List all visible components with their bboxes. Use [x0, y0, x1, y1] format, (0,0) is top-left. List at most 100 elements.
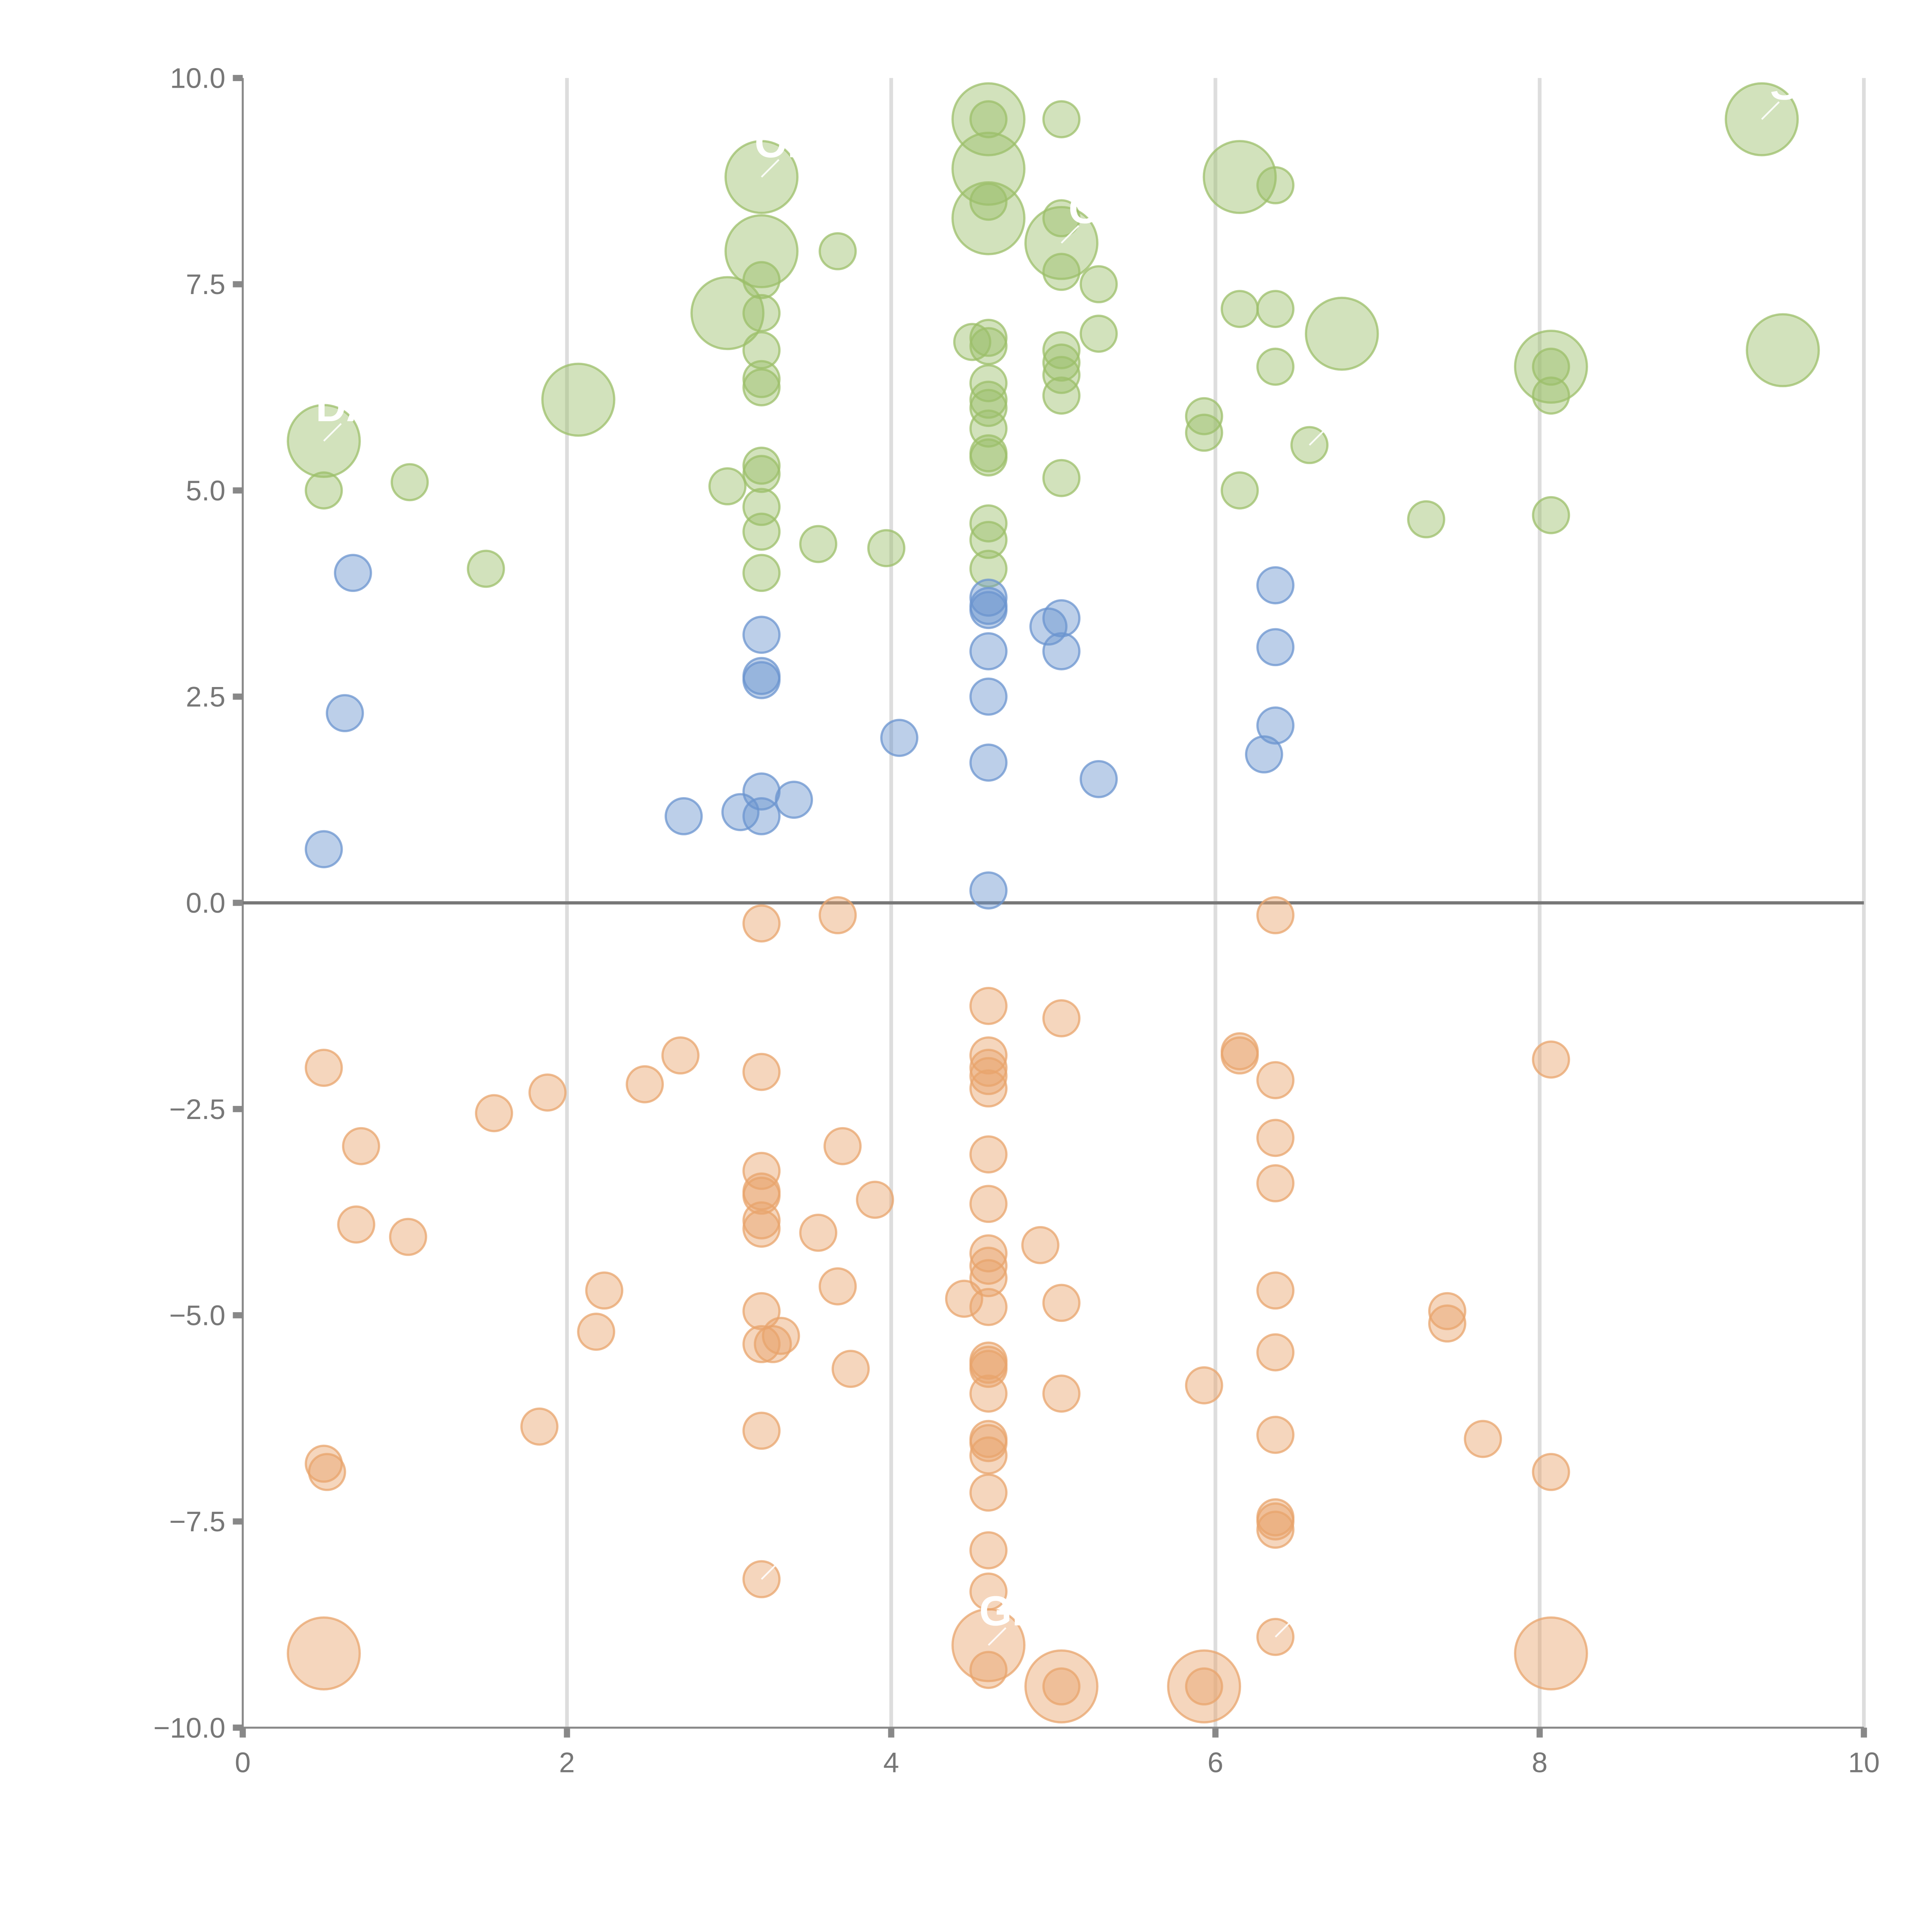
y-tick-label: −5.0	[169, 1299, 225, 1331]
data-point	[626, 1065, 664, 1104]
annotation-leader	[761, 159, 780, 178]
annotation-leader	[988, 291, 1007, 310]
data-point	[880, 719, 918, 757]
x-tick-label: 0	[235, 1747, 251, 1779]
data-point	[969, 520, 1008, 559]
annotation-layer: DA OF C IN AY S EL GB S	[316, 61, 1798, 1646]
x-tick-label: 10	[1848, 1747, 1880, 1779]
bubble-annotation: AY	[1304, 388, 1359, 435]
data-point	[1514, 330, 1588, 404]
data-point	[742, 1209, 781, 1248]
annotation-leader	[1761, 101, 1780, 120]
data-point	[1024, 1649, 1099, 1724]
data-point	[969, 1036, 1008, 1075]
data-point	[1042, 632, 1081, 670]
axes: 0 2 4 6 8 10 −10.0 −7.5 −5.0 −2.5 0.0 2.5 5.0 7.5 10.0	[153, 62, 1880, 1779]
data-point	[1256, 290, 1295, 328]
data-point	[661, 1036, 700, 1075]
data-point	[742, 455, 781, 493]
data-point	[818, 896, 857, 934]
data-point	[969, 1049, 1008, 1087]
data-point	[326, 694, 364, 732]
bubble-annotation: DA	[316, 383, 376, 430]
data-point	[969, 677, 1008, 716]
data-point	[969, 389, 1008, 427]
y-tick-label: −10.0	[153, 1712, 226, 1744]
data-point	[1256, 1119, 1295, 1157]
data-point	[799, 525, 837, 563]
annotation-leader	[1061, 225, 1080, 244]
data-point	[823, 1127, 862, 1165]
data-point	[1202, 140, 1277, 214]
data-point	[1042, 599, 1081, 638]
data-point	[467, 549, 505, 588]
annotation-leader	[1275, 1619, 1294, 1638]
data-point	[1080, 760, 1118, 798]
bubble-annotation: S	[1284, 1579, 1312, 1626]
data-point	[742, 1201, 781, 1240]
data-point	[287, 404, 361, 478]
data-point	[1021, 1226, 1060, 1264]
data-point	[337, 1205, 376, 1244]
data-point	[1304, 296, 1379, 371]
data-point	[390, 463, 429, 502]
data-point	[742, 616, 781, 654]
data-point	[1080, 315, 1118, 353]
data-point	[1256, 1271, 1295, 1310]
data-point	[969, 1288, 1008, 1326]
data-point	[1532, 1040, 1570, 1079]
data-point	[342, 1127, 380, 1165]
data-point	[969, 1424, 1008, 1463]
data-point	[1042, 356, 1081, 394]
data-point	[1221, 471, 1259, 510]
data-point	[287, 1616, 361, 1690]
data-point	[969, 1069, 1008, 1108]
data-point	[1256, 166, 1295, 204]
bubble-layer	[287, 82, 1820, 1724]
data-point	[389, 1218, 427, 1256]
data-point	[1428, 1304, 1466, 1343]
bubble-annotation: S	[1770, 61, 1798, 109]
data-point	[1256, 628, 1295, 667]
data-point	[969, 1247, 1008, 1285]
data-point	[969, 1259, 1008, 1298]
data-point	[304, 830, 343, 869]
data-point	[1256, 1416, 1295, 1454]
x-tick-label: 2	[559, 1747, 575, 1779]
data-point	[775, 781, 813, 819]
data-point	[541, 362, 616, 437]
data-point	[1042, 999, 1081, 1037]
data-point	[1532, 347, 1570, 386]
data-point	[665, 797, 703, 835]
data-point	[969, 1651, 1008, 1689]
data-point	[1042, 100, 1081, 139]
data-point	[1042, 344, 1081, 382]
bubble-annotation: EL	[757, 1522, 811, 1569]
bubble-annotation: C	[1068, 185, 1099, 233]
data-point	[1256, 896, 1295, 934]
data-point	[742, 1053, 781, 1091]
data-point	[969, 743, 1008, 782]
data-point	[742, 512, 781, 551]
data-point	[818, 232, 857, 270]
data-point	[742, 554, 781, 592]
data-point	[577, 1313, 616, 1351]
data-point	[762, 1316, 800, 1355]
data-point	[1256, 1061, 1295, 1099]
data-point	[1080, 265, 1118, 303]
data-point	[304, 1049, 343, 1087]
data-point	[1167, 1649, 1241, 1724]
data-point	[1042, 1284, 1081, 1322]
data-point	[969, 871, 1008, 910]
data-point	[969, 1436, 1008, 1475]
data-point	[724, 214, 799, 289]
y-tick-label: 2.5	[186, 681, 225, 713]
data-point	[1725, 82, 1799, 156]
data-point	[969, 1057, 1008, 1095]
data-point	[742, 360, 781, 398]
data-point	[969, 381, 1008, 419]
data-point	[742, 331, 781, 369]
data-point	[969, 578, 1008, 617]
data-point	[969, 632, 1008, 670]
data-point	[969, 591, 1008, 629]
